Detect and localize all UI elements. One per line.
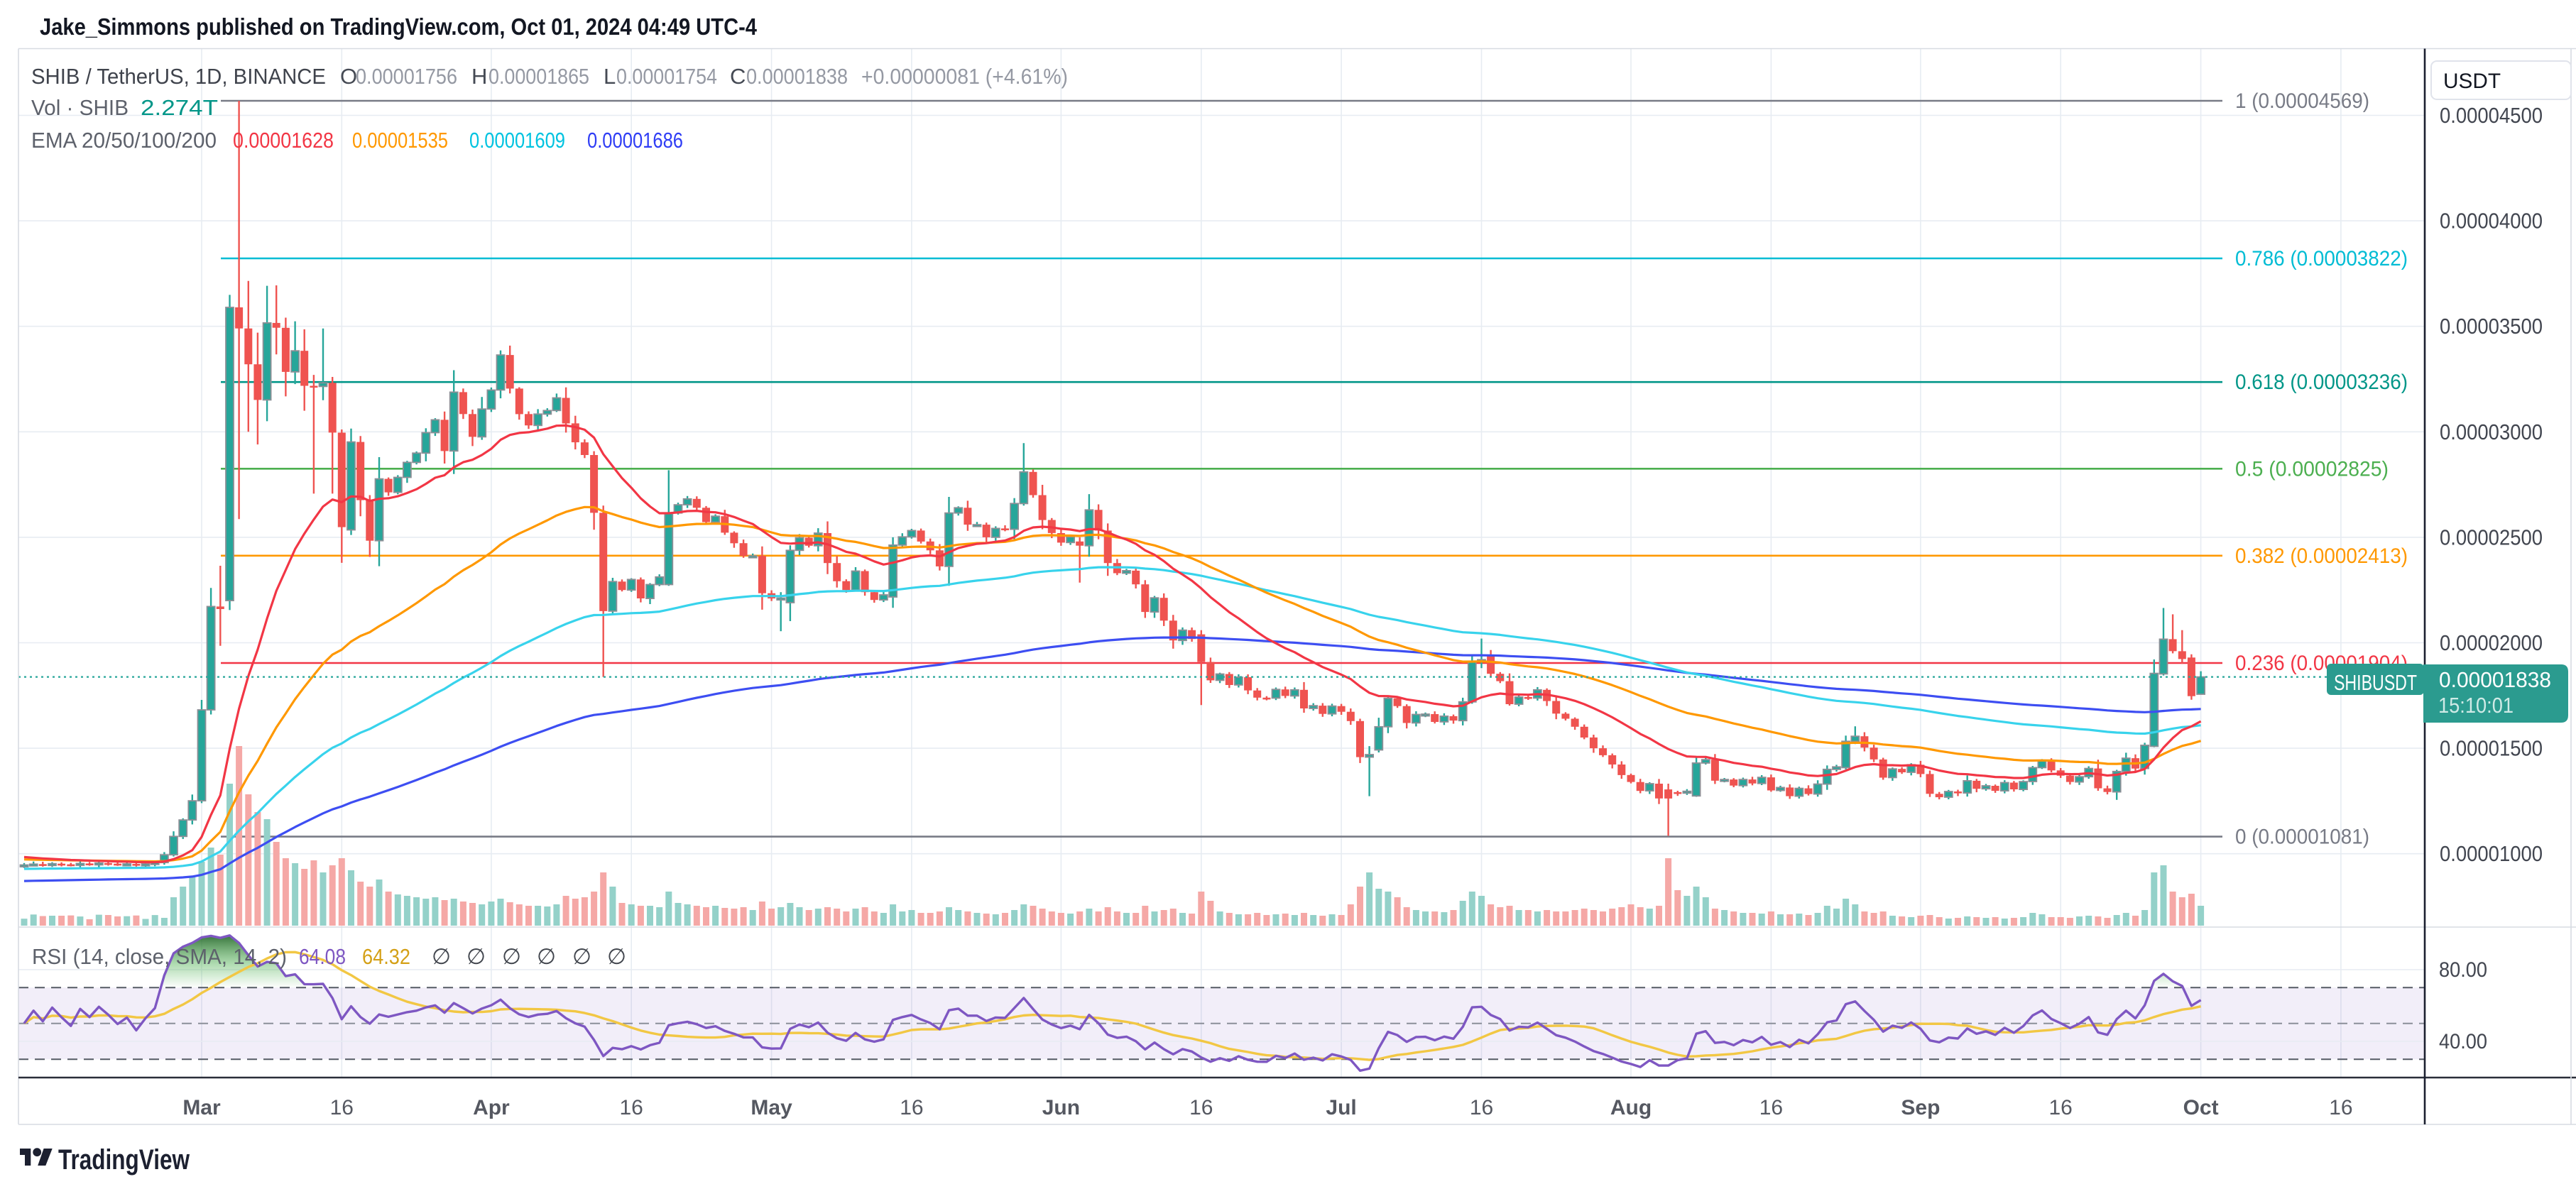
svg-text:16: 16	[2049, 1096, 2073, 1119]
svg-text:0.00002500: 0.00002500	[2440, 525, 2543, 549]
svg-text:SHIBUSDT: SHIBUSDT	[2334, 670, 2417, 695]
svg-text:0.382 (0.00002413): 0.382 (0.00002413)	[2235, 544, 2408, 568]
svg-text:16: 16	[900, 1096, 923, 1119]
svg-text:TradingView: TradingView	[58, 1144, 190, 1176]
svg-text:Jul: Jul	[1326, 1096, 1356, 1119]
svg-text:May: May	[751, 1096, 792, 1119]
svg-text:Aug: Aug	[1610, 1096, 1652, 1119]
svg-text:Apr: Apr	[473, 1096, 510, 1119]
svg-text:0.00003500: 0.00003500	[2440, 314, 2543, 339]
svg-text:16: 16	[620, 1096, 643, 1119]
svg-text:0.00001000: 0.00001000	[2440, 841, 2543, 866]
svg-text:Jun: Jun	[1042, 1096, 1080, 1119]
svg-text:0.00001500: 0.00001500	[2440, 736, 2543, 761]
svg-text:USDT: USDT	[2443, 70, 2501, 93]
svg-text:0.00004500: 0.00004500	[2440, 103, 2543, 128]
svg-text:0.786 (0.00003822): 0.786 (0.00003822)	[2235, 247, 2408, 270]
svg-text:0 (0.00001081): 0 (0.00001081)	[2235, 826, 2369, 849]
svg-text:1 (0.00004569): 1 (0.00004569)	[2235, 89, 2369, 113]
svg-text:0.00003000: 0.00003000	[2440, 420, 2543, 444]
svg-text:15:10:01: 15:10:01	[2438, 693, 2514, 718]
svg-text:Jake_Simmons published on Trad: Jake_Simmons published on TradingView.co…	[40, 13, 758, 40]
svg-text:0.5 (0.00002825): 0.5 (0.00002825)	[2235, 457, 2389, 481]
svg-text:16: 16	[1189, 1096, 1213, 1119]
svg-text:0.00001838: 0.00001838	[2439, 667, 2551, 692]
svg-text:16: 16	[330, 1096, 354, 1119]
svg-text:16: 16	[1470, 1096, 1493, 1119]
svg-text:RSI (14, close, SMA, 14, 2)64.: RSI (14, close, SMA, 14, 2) 64.08 64.32 ∅ ∅ ∅…	[32, 944, 626, 969]
svg-text:40.00: 40.00	[2439, 1030, 2487, 1053]
svg-text:Oct: Oct	[2183, 1096, 2219, 1119]
svg-text:Sep: Sep	[1901, 1096, 1940, 1119]
svg-text:0.00004000: 0.00004000	[2440, 209, 2543, 234]
svg-text:0.00002000: 0.00002000	[2440, 630, 2543, 655]
svg-text:Mar: Mar	[182, 1096, 221, 1119]
svg-text:16: 16	[1759, 1096, 1783, 1119]
svg-text:0.618 (0.00003236): 0.618 (0.00003236)	[2235, 371, 2408, 394]
svg-text:80.00: 80.00	[2439, 958, 2487, 982]
svg-text:16: 16	[2329, 1096, 2352, 1119]
